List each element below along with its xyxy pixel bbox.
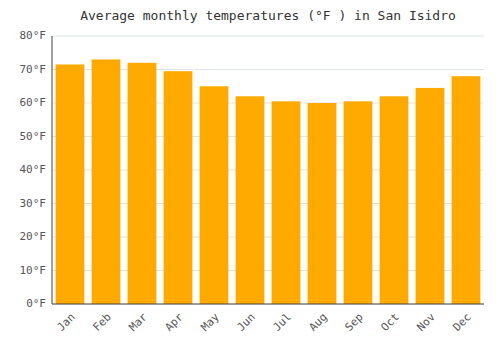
page: {"chart_data": {"type": "bar", "title": … [0,0,500,350]
x-tick-label: Nov [415,310,439,334]
y-tick-label: 20°F [20,230,47,243]
y-axis-line [52,36,53,304]
y-tick-label: 60°F [20,96,47,109]
title: Average monthly temperatures (°F ) in Sa… [80,8,456,23]
x-tick-label: Apr [163,310,187,334]
chart-svg: 0°F 10°F 20°F 30°F 40°F 50°F 60°F 70°F 80°F Jan Fe… [0,0,500,350]
bar [128,63,157,304]
x-tick-label: Oct [379,311,402,334]
x-tick-label: Feb [91,311,114,334]
axes [52,36,484,304]
bar [164,71,193,304]
bar [56,64,85,304]
x-tick-label: Jul [271,311,294,334]
chart-container: 0°F 10°F 20°F 30°F 40°F 50°F 60°F 70°F 80°F Jan Fe… [0,0,500,350]
bar [200,86,229,304]
bars [56,59,481,304]
x-tick-label: Sep [343,311,366,334]
bar [380,96,409,304]
x-tick-label: Dec [451,311,474,334]
y-axis-ticks: 0°F 10°F 20°F 30°F 40°F 50°F 60°F 70°F 80°F [20,29,47,310]
y-tick-label: 40°F [20,163,47,176]
grid-line [52,36,484,37]
bar [416,88,445,304]
y-tick-label: 50°F [20,130,47,143]
x-tick-label: Jan [55,311,78,334]
x-tick-label: May [199,310,223,334]
grid [52,36,484,304]
grid-line [52,304,484,305]
bar [92,59,121,304]
x-axis-line [52,304,484,305]
x-axis-ticks: Jan Feb Mar Apr May Jun Jul Aug Sep Oct Nov Dec [55,310,474,334]
y-tick-label: 10°F [20,264,47,277]
bar [272,101,301,304]
y-tick-label: 30°F [20,197,47,210]
x-tick-label: Aug [307,311,330,334]
bar [308,103,337,304]
y-tick-label: 70°F [20,63,47,76]
bar [236,96,265,304]
bar [452,76,481,304]
y-tick-label: 0°F [26,297,46,310]
x-tick-label: Jun [235,311,258,334]
bar [344,101,373,304]
y-tick-label: 80°F [20,29,47,42]
x-tick-label: Mar [127,310,151,334]
